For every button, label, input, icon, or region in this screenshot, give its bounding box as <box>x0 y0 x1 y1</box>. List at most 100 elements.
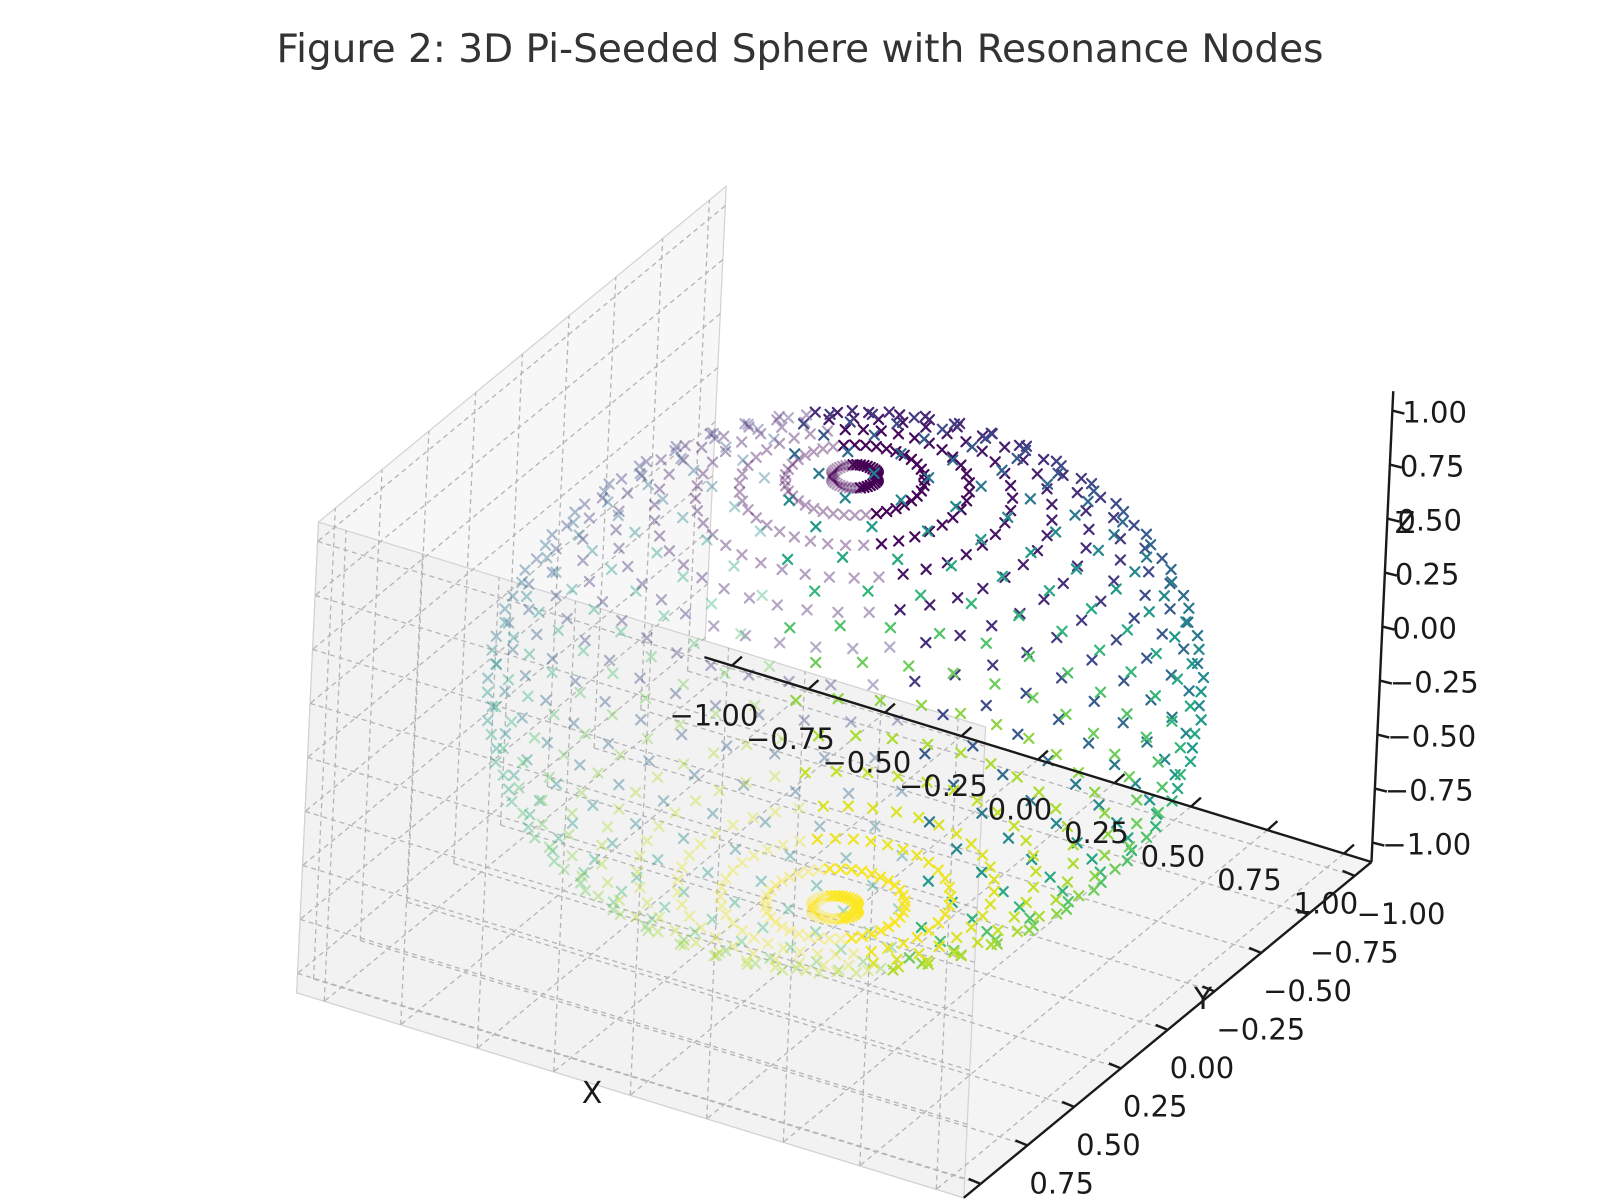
data-point <box>603 478 615 490</box>
data-point <box>996 570 1009 583</box>
data-point <box>838 509 850 521</box>
data-point <box>1017 558 1030 571</box>
data-point <box>1182 616 1194 628</box>
data-point <box>1088 884 1100 896</box>
data-point <box>811 879 823 892</box>
data-point <box>768 433 780 445</box>
data-point <box>771 414 783 426</box>
data-point <box>704 428 717 440</box>
data-point <box>613 894 625 906</box>
data-point <box>1166 576 1178 588</box>
data-point <box>754 428 767 440</box>
data-point <box>1020 834 1032 847</box>
data-point <box>920 563 932 576</box>
data-point <box>1089 786 1101 798</box>
data-point <box>695 921 707 934</box>
data-point <box>490 658 502 671</box>
data-point <box>752 423 764 436</box>
z-tick-label: −0.50 <box>1387 720 1476 754</box>
data-point <box>588 603 600 615</box>
data-point <box>546 652 559 665</box>
data-point <box>814 820 826 832</box>
data-point <box>1098 807 1111 819</box>
data-point <box>574 877 587 889</box>
data-point <box>546 845 559 857</box>
data-point <box>507 590 519 602</box>
z-tick-mark <box>1387 517 1400 523</box>
data-point <box>822 913 834 925</box>
y-tick-label: −1.00 <box>1357 897 1446 931</box>
data-point <box>1125 666 1137 678</box>
data-point <box>636 470 648 482</box>
data-point <box>1117 516 1129 528</box>
data-point <box>954 707 967 720</box>
data-point <box>677 559 690 571</box>
y-tick-label: 0.50 <box>1076 1128 1141 1162</box>
data-point <box>783 494 795 506</box>
data-point <box>831 478 843 490</box>
data-point <box>869 820 881 832</box>
data-point <box>520 590 533 603</box>
data-point <box>482 672 494 684</box>
data-point <box>1110 634 1123 646</box>
data-point <box>802 930 815 943</box>
data-point <box>727 917 739 929</box>
z-tick-mark <box>1392 409 1405 415</box>
data-point <box>1111 817 1123 829</box>
data-point <box>783 871 796 883</box>
data-point <box>811 948 824 960</box>
data-point <box>721 740 733 752</box>
data-point <box>902 660 915 672</box>
data-point <box>653 820 665 832</box>
data-point <box>539 539 552 551</box>
data-point <box>825 913 838 925</box>
grid-line <box>314 259 724 596</box>
data-point <box>839 891 852 903</box>
data-point <box>882 875 895 887</box>
data-point <box>966 441 978 453</box>
data-point <box>1180 727 1192 739</box>
data-point <box>1144 539 1157 551</box>
data-point <box>634 467 646 480</box>
x-tick-label: −1.00 <box>669 699 758 733</box>
z-tick-label: 0.00 <box>1392 612 1457 646</box>
data-point <box>800 964 812 977</box>
x-axis-label: X <box>582 1076 603 1111</box>
grid-line <box>406 431 430 903</box>
data-point <box>1109 748 1121 761</box>
data-point <box>598 485 611 498</box>
data-point <box>679 439 691 452</box>
data-point <box>1031 468 1043 480</box>
data-point <box>799 499 812 511</box>
data-point <box>798 714 810 726</box>
data-point <box>954 629 966 642</box>
data-point <box>720 539 732 551</box>
data-point <box>777 839 789 851</box>
data-point <box>875 425 887 437</box>
data-point <box>695 441 708 454</box>
data-point <box>613 803 625 815</box>
data-point <box>774 637 786 649</box>
data-point <box>786 458 799 470</box>
data-point <box>707 747 720 759</box>
data-point <box>1070 778 1082 790</box>
data-point <box>965 838 977 850</box>
data-point <box>868 429 880 441</box>
data-point <box>890 806 903 818</box>
data-point <box>1050 894 1062 906</box>
data-point <box>832 606 844 619</box>
data-point <box>646 912 658 925</box>
data-point <box>653 530 666 542</box>
data-point <box>842 800 854 812</box>
data-point <box>1046 514 1058 526</box>
data-point <box>741 738 753 751</box>
data-point <box>739 418 751 430</box>
data-point <box>1171 782 1184 795</box>
data-point <box>971 794 984 807</box>
data-point <box>769 961 782 973</box>
data-point <box>566 850 578 862</box>
data-point <box>677 454 690 466</box>
data-point <box>825 469 838 482</box>
data-point <box>669 924 682 937</box>
data-point <box>805 901 818 914</box>
